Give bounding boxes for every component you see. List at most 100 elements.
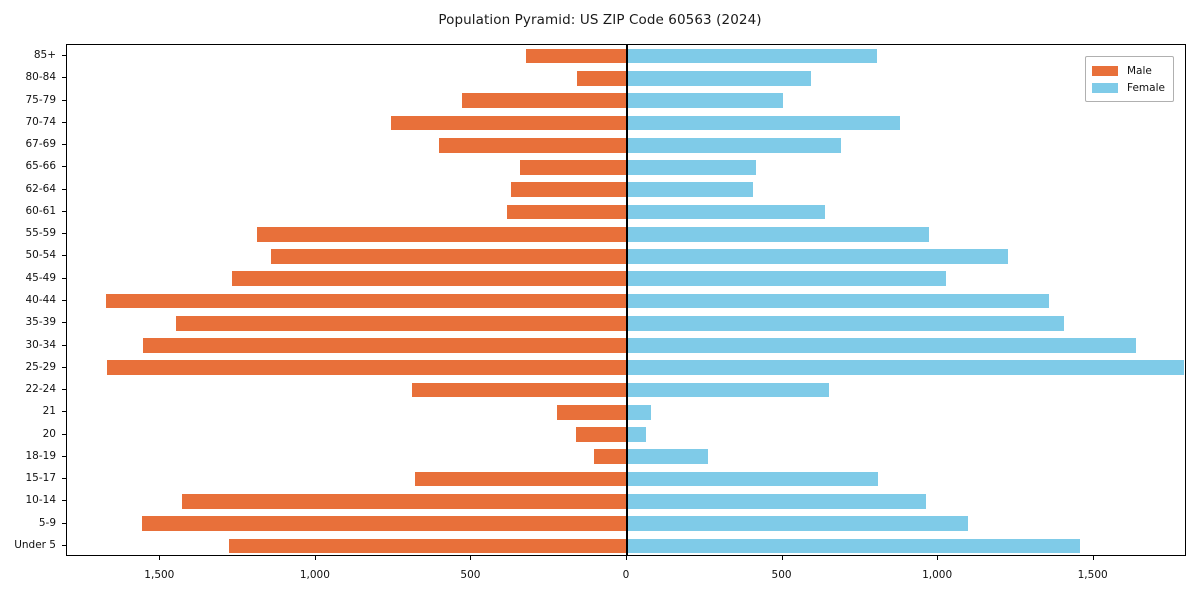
y-axis-tick-label: 45-49 xyxy=(25,271,56,284)
bar-female[interactable] xyxy=(627,293,1050,309)
bar-male[interactable] xyxy=(412,382,627,398)
bar-female[interactable] xyxy=(627,494,927,509)
bar-female[interactable] xyxy=(627,471,879,487)
y-axis-tick-label: 50-54 xyxy=(25,249,56,262)
bar-row xyxy=(67,160,1185,175)
x-axis-tick-mark xyxy=(159,556,161,560)
bar-male[interactable] xyxy=(391,115,627,131)
legend-label: Male xyxy=(1127,64,1152,77)
legend-entry[interactable]: Male xyxy=(1092,62,1165,79)
bar-male[interactable] xyxy=(462,93,627,108)
bar-male[interactable] xyxy=(175,315,627,331)
y-axis-tick-mark xyxy=(62,55,66,57)
bar-male[interactable] xyxy=(507,204,627,220)
bar-female[interactable] xyxy=(627,182,753,198)
y-axis-tick-mark xyxy=(62,522,66,524)
bar-male[interactable] xyxy=(270,249,627,264)
bar-female[interactable] xyxy=(627,249,1009,264)
legend-label: Female xyxy=(1127,81,1165,94)
legend-swatch-icon xyxy=(1092,82,1118,93)
y-axis-tick-mark xyxy=(62,344,66,346)
y-axis-tick-label: 18-19 xyxy=(25,449,56,462)
y-axis-tick-label: 62-64 xyxy=(25,182,56,195)
y-axis-tick-label: 55-59 xyxy=(25,227,56,240)
bar-male[interactable] xyxy=(594,449,627,465)
legend-entry[interactable]: Female xyxy=(1092,79,1165,96)
bar-male[interactable] xyxy=(107,360,627,376)
y-axis-tick-mark xyxy=(62,478,66,480)
x-axis-tick-mark xyxy=(1092,556,1094,560)
x-axis-tick-label: 1,000 xyxy=(299,569,330,581)
bar-male[interactable] xyxy=(143,338,627,353)
bar-row xyxy=(67,449,1185,465)
bar-female[interactable] xyxy=(627,360,1184,376)
bar-female[interactable] xyxy=(627,160,757,175)
bar-male[interactable] xyxy=(575,427,627,442)
bar-male[interactable] xyxy=(105,293,627,309)
bars-layer xyxy=(67,45,1185,555)
y-axis-tick-label: 40-44 xyxy=(25,294,56,306)
bar-female[interactable] xyxy=(627,404,652,420)
bar-female[interactable] xyxy=(627,137,842,153)
bar-row xyxy=(67,494,1185,509)
y-axis-tick-label: 15-17 xyxy=(25,472,56,485)
bar-male[interactable] xyxy=(576,71,627,86)
bar-female[interactable] xyxy=(627,516,968,531)
bar-female[interactable] xyxy=(627,204,826,220)
bar-female[interactable] xyxy=(627,226,930,242)
x-axis-tick-mark xyxy=(626,556,627,560)
bar-male[interactable] xyxy=(525,48,627,64)
bar-row xyxy=(67,249,1185,264)
bar-row xyxy=(67,315,1185,331)
bar-male[interactable] xyxy=(228,538,627,554)
bar-female[interactable] xyxy=(627,71,811,86)
bar-female[interactable] xyxy=(627,338,1136,353)
bar-male[interactable] xyxy=(182,494,627,509)
chart-title: Population Pyramid: US ZIP Code 60563 (2… xyxy=(438,12,762,28)
y-axis-tick-mark xyxy=(62,300,66,301)
y-axis-tick-label: 5-9 xyxy=(38,516,56,529)
bar-male[interactable] xyxy=(438,137,627,153)
y-axis-tick-mark xyxy=(62,166,66,168)
x-axis-tick-label: 0 xyxy=(622,569,630,581)
y-axis-tick-label: 21 xyxy=(42,405,56,418)
y-axis-tick-label: 80-84 xyxy=(25,71,56,84)
y-axis-tick-mark xyxy=(62,544,66,546)
bar-male[interactable] xyxy=(257,226,627,242)
bar-row xyxy=(67,293,1185,309)
bar-female[interactable] xyxy=(627,538,1080,554)
x-axis: 1,500 1,000 500 0 500 1,000 1,500 xyxy=(0,556,1200,600)
bar-female[interactable] xyxy=(627,271,946,287)
y-axis-tick-mark xyxy=(62,366,66,368)
bar-row xyxy=(67,427,1185,442)
legend-swatch-icon xyxy=(1092,65,1118,76)
zero-axis-line xyxy=(626,45,628,555)
bar-female[interactable] xyxy=(627,115,901,131)
x-axis-tick-label: 1,500 xyxy=(144,569,175,581)
bar-male[interactable] xyxy=(557,404,627,420)
y-axis-tick-label: 35-39 xyxy=(25,316,56,329)
y-axis-tick-mark xyxy=(62,188,66,190)
bar-female[interactable] xyxy=(627,449,708,465)
plot-area xyxy=(66,44,1186,556)
bar-male[interactable] xyxy=(415,471,627,487)
x-axis-tick-label: 500 xyxy=(771,569,792,581)
chart-legend: Male Female xyxy=(1085,56,1174,102)
bar-female[interactable] xyxy=(627,315,1065,331)
bar-female[interactable] xyxy=(627,48,878,64)
y-axis-tick-label: 30-34 xyxy=(25,338,56,351)
bar-female[interactable] xyxy=(627,427,646,442)
bar-row xyxy=(67,338,1185,353)
bar-male[interactable] xyxy=(231,271,627,287)
x-axis-tick-label: 500 xyxy=(460,569,481,581)
x-axis-tick-label: 1,500 xyxy=(1077,569,1108,581)
bar-male[interactable] xyxy=(519,160,627,175)
y-axis-tick-label: 67-69 xyxy=(25,138,56,151)
bar-row xyxy=(67,115,1185,131)
bar-male[interactable] xyxy=(511,182,627,198)
bar-female[interactable] xyxy=(627,382,829,398)
bar-row xyxy=(67,204,1185,220)
x-axis-tick-mark xyxy=(470,556,472,560)
bar-female[interactable] xyxy=(627,93,783,108)
bar-male[interactable] xyxy=(141,516,627,531)
